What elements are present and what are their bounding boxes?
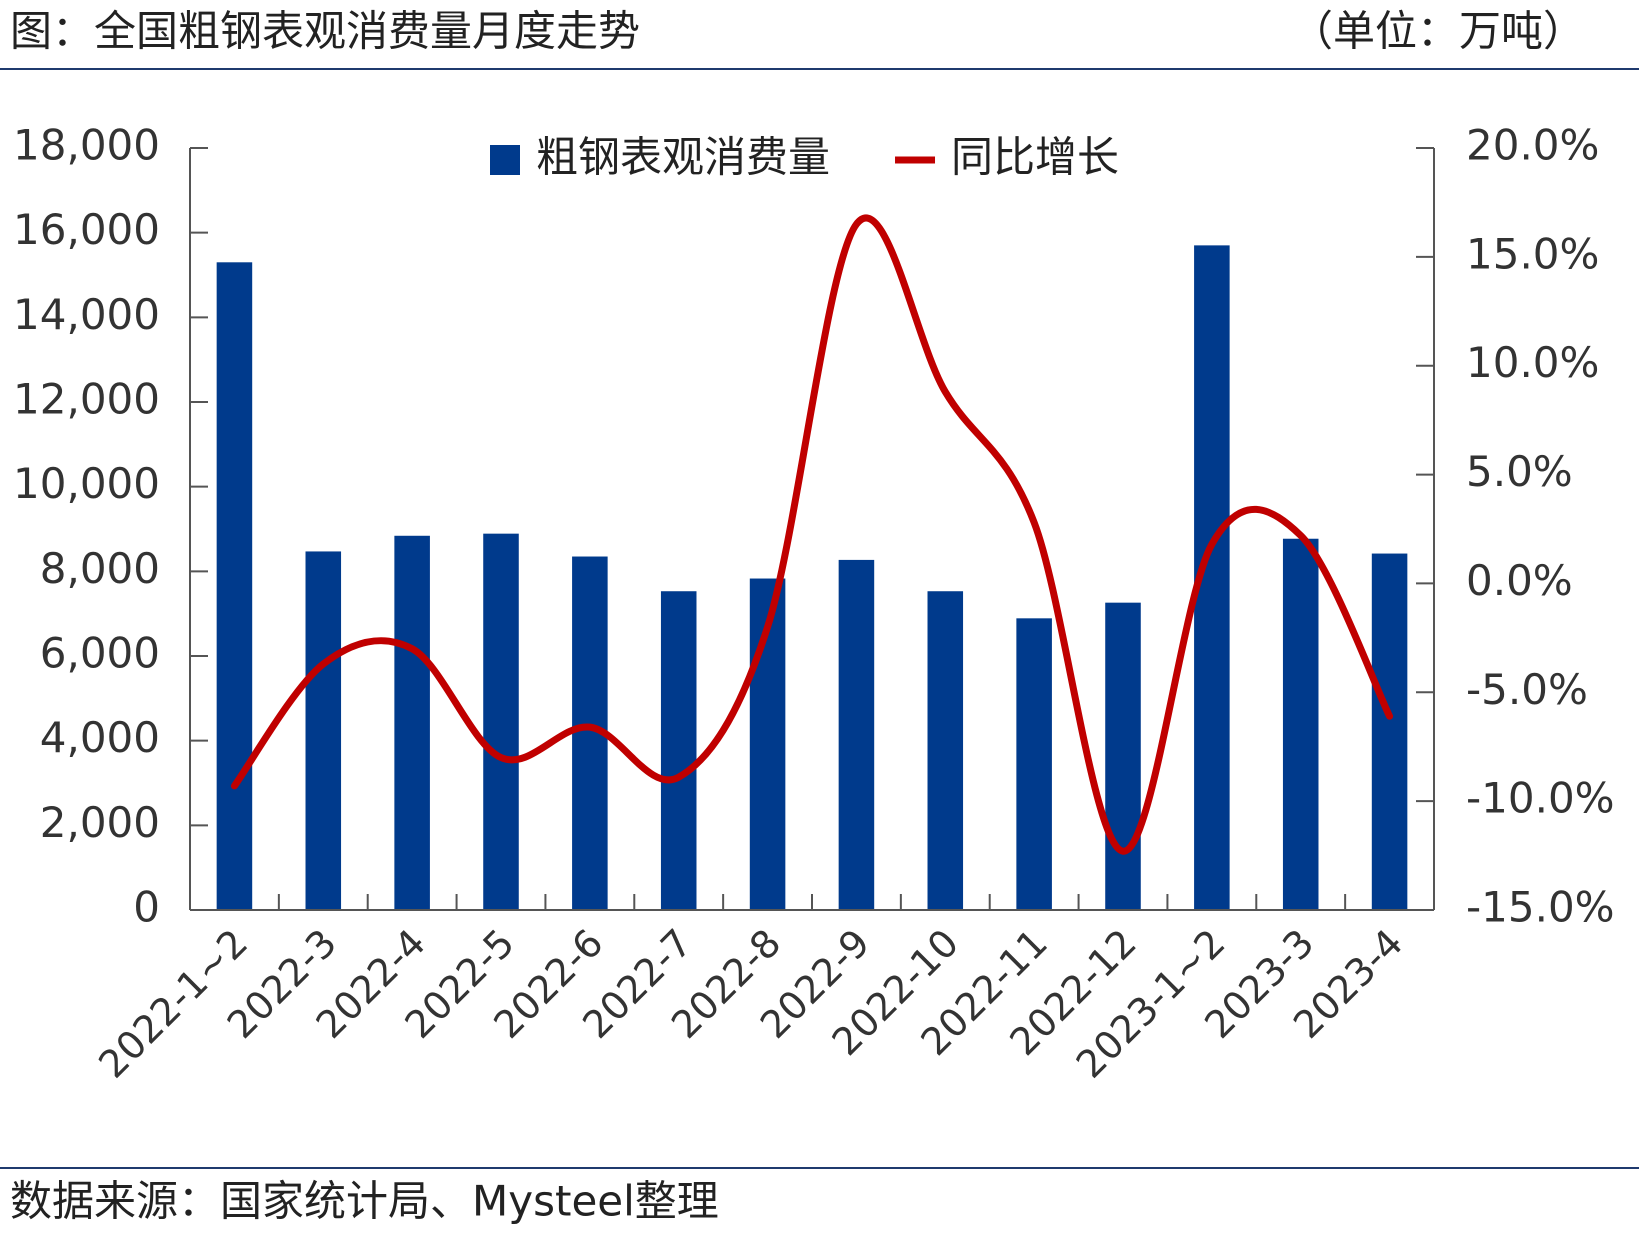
y2-tick-label: -10.0% [1466, 774, 1615, 823]
y-tick-label: 10,000 [13, 459, 160, 508]
bar [1282, 538, 1319, 910]
bar [660, 591, 697, 910]
line [230, 214, 1394, 855]
y-tick-label: 14,000 [13, 290, 160, 339]
bar [1016, 618, 1052, 910]
bar [394, 535, 430, 910]
bar [838, 559, 875, 910]
unit-note: （单位：万吨） [1291, 7, 1585, 56]
y-tick-label: 8,000 [40, 544, 160, 593]
y-tick-label: 4,000 [40, 713, 160, 762]
legend-label: 同比增长 [951, 133, 1119, 182]
y2-tick-label: -5.0% [1466, 665, 1588, 714]
y-tick-label: 16,000 [13, 205, 160, 254]
bar [305, 551, 342, 910]
y2-tick-label: 5.0% [1466, 447, 1573, 496]
chart-title: 图：全国粗钢表观消费量月度走势 [10, 7, 640, 56]
y2-tick-label: 15.0% [1466, 229, 1599, 278]
y2-tick-label: -15.0% [1466, 883, 1615, 932]
y2-tick-label: 20.0% [1466, 121, 1599, 170]
y-tick-label: 6,000 [40, 629, 160, 678]
y2-tick-label: 10.0% [1466, 338, 1599, 387]
y-tick-label: 2,000 [40, 798, 160, 847]
bar [216, 262, 253, 910]
bar [1105, 602, 1141, 910]
bar [927, 591, 964, 910]
legend-label: 粗钢表观消费量 [536, 133, 830, 182]
y-tick-label: 12,000 [13, 375, 160, 424]
legend-swatch [490, 145, 520, 175]
bar [483, 533, 519, 910]
source-note: 数据来源：国家统计局、Mysteel整理 [10, 1177, 719, 1226]
y2-tick-label: 0.0% [1466, 556, 1573, 605]
y-tick-label: 0 [133, 883, 160, 932]
y-tick-label: 18,000 [13, 121, 160, 170]
bar [1371, 553, 1408, 910]
